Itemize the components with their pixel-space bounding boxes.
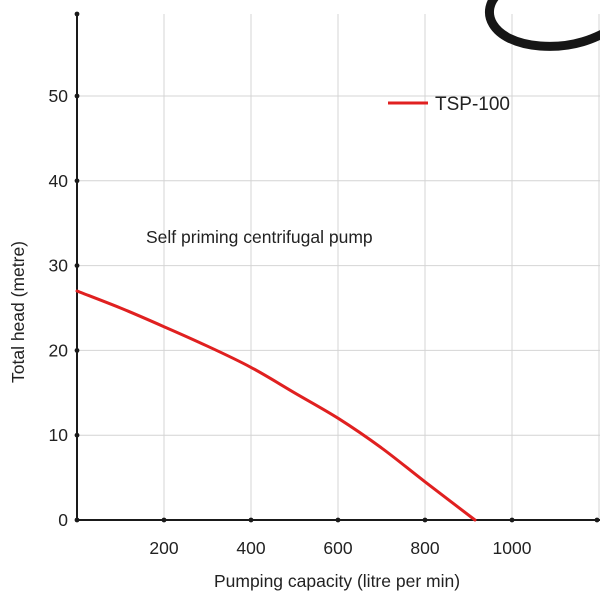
grid <box>77 14 600 520</box>
series-layer <box>75 289 477 522</box>
x-tick-mark <box>594 517 600 523</box>
x-tick-label: 200 <box>149 538 178 558</box>
y-tick-mark <box>74 432 80 438</box>
x-tick-label: 400 <box>236 538 265 558</box>
x-tick-label: 1000 <box>493 538 532 558</box>
y-tick-mark <box>74 178 80 184</box>
y-tick-label: 30 <box>49 256 69 276</box>
y-tick-mark <box>74 348 80 353</box>
y-tick-mark <box>74 263 80 268</box>
y-tick-label: 50 <box>49 86 69 106</box>
y-tick-mark <box>74 517 80 523</box>
corner-stroke-decoration <box>485 0 600 51</box>
y-axis-label: Total head (metre) <box>8 241 28 383</box>
series-line-tsp-100 <box>75 289 477 522</box>
y-tick-label: 0 <box>58 510 68 530</box>
x-axis-label: Pumping capacity (litre per min) <box>214 571 460 591</box>
chart-annotation: Self priming centrifugal pump <box>146 227 373 247</box>
x-tick-label: 800 <box>410 538 439 558</box>
axes: 0 10 20 30 40 50 200 400 600 800 1000 <box>49 11 600 558</box>
y-tick-mark <box>74 93 80 99</box>
x-tick-mark <box>335 517 341 523</box>
y-tick-label: 20 <box>49 340 69 360</box>
x-tick-mark <box>509 517 515 523</box>
y-tick-mark <box>74 11 80 17</box>
legend: TSP-100 <box>388 94 510 115</box>
y-tick-label: 10 <box>49 425 69 445</box>
y-tick-label: 40 <box>49 171 69 191</box>
x-tick-mark <box>248 517 254 523</box>
legend-label: TSP-100 <box>435 94 510 115</box>
x-tick-label: 600 <box>323 538 352 558</box>
x-tick-mark <box>422 517 428 523</box>
x-tick-mark <box>161 517 167 523</box>
